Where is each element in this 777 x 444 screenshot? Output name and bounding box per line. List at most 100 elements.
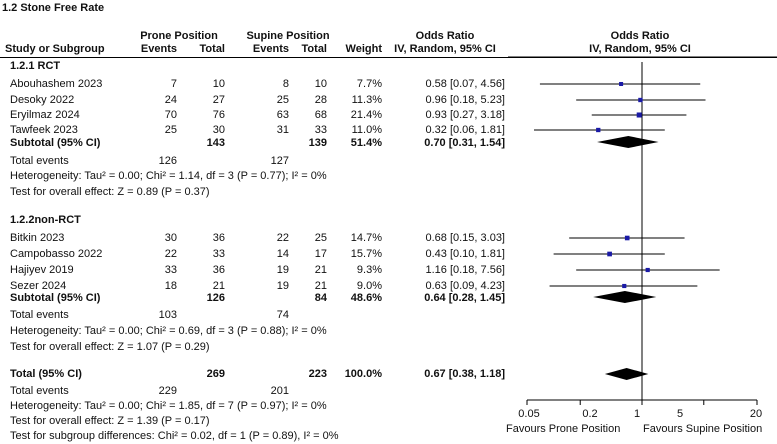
prone-events: 33 bbox=[164, 264, 177, 276]
prone-events-header: Events bbox=[140, 43, 177, 55]
favours-prone-label: Favours Prone Position bbox=[506, 423, 621, 435]
study-point-square bbox=[638, 97, 643, 103]
overall-effect-text: Test for overall effect: Z = 1.07 (P = 0… bbox=[10, 341, 210, 353]
or-left-header: Odds Ratio bbox=[415, 30, 475, 42]
favours-supine-label: Favours Supine Position bbox=[643, 423, 763, 435]
supine-events: 31 bbox=[276, 124, 289, 136]
weight: 9.0% bbox=[356, 280, 382, 292]
subtotal-ci: 0.64 [0.28, 1.45] bbox=[424, 292, 505, 304]
prone-total: 10 bbox=[212, 78, 225, 90]
odds-ratio-ci: 0.93 [0.27, 3.18] bbox=[425, 109, 505, 121]
total-weight: 100.0% bbox=[344, 368, 382, 380]
prone-total: 36 bbox=[212, 264, 225, 276]
subtotal-prone-total: 126 bbox=[206, 292, 225, 304]
supine-total: 21 bbox=[314, 264, 327, 276]
total-events-prone: 103 bbox=[158, 309, 177, 321]
odds-ratio-ci: 0.58 [0.07, 4.56] bbox=[425, 78, 505, 90]
subtotal-supine-total: 84 bbox=[314, 292, 327, 304]
subgroup-differences-text: Test for subgroup differences: Chi² = 0.… bbox=[10, 430, 339, 442]
subtotal-label: Subtotal (95% CI) bbox=[10, 137, 101, 149]
subtotal-label: Subtotal (95% CI) bbox=[10, 292, 101, 304]
prone-total: 27 bbox=[212, 94, 225, 106]
study-label: Sezer 2024 bbox=[10, 280, 67, 292]
weight: 11.0% bbox=[351, 124, 382, 136]
prone-events: 25 bbox=[164, 124, 177, 136]
supine-group-header: Supine Position bbox=[246, 30, 330, 42]
total-events-supine: 74 bbox=[276, 309, 289, 321]
odds-ratio-ci: 0.63 [0.09, 4.23] bbox=[425, 280, 505, 292]
study-header: Study or Subgroup bbox=[5, 43, 105, 55]
prone-group-header: Prone Position bbox=[140, 30, 218, 42]
odds-ratio-ci: 0.96 [0.18, 5.23] bbox=[425, 94, 505, 106]
supine-events: 19 bbox=[276, 264, 289, 276]
prone-total: 36 bbox=[212, 232, 225, 244]
study-label: Campobasso 2022 bbox=[10, 248, 103, 260]
pooled-diamond bbox=[604, 368, 649, 380]
overall-events-label: Total events bbox=[10, 385, 69, 397]
total-label: Total (95% CI) bbox=[10, 368, 82, 380]
supine-total: 33 bbox=[314, 124, 327, 136]
weight: 11.3% bbox=[351, 94, 382, 106]
odds-ratio-ci: 0.32 [0.06, 1.81] bbox=[425, 124, 505, 136]
study-label: Bitkin 2023 bbox=[10, 232, 65, 244]
study-label: Abouhashem 2023 bbox=[10, 78, 103, 90]
study-point-square bbox=[645, 267, 650, 273]
study-label: Tawfeek 2023 bbox=[10, 124, 78, 136]
axis-tick-label: 1 bbox=[633, 408, 641, 420]
subgroup-2-label: 1.2.2non-RCT bbox=[10, 214, 81, 226]
supine-total: 10 bbox=[314, 78, 327, 90]
prone-events: 24 bbox=[164, 94, 177, 106]
heterogeneity-text: Heterogeneity: Tau² = 0.00; Chi² = 1.14,… bbox=[10, 170, 327, 182]
odds-ratio-ci: 1.16 [0.18, 7.56] bbox=[425, 264, 505, 276]
supine-events-header: Events bbox=[252, 43, 289, 55]
subgroup-1-label: 1.2.1 RCT bbox=[10, 60, 61, 72]
supine-events: 14 bbox=[276, 248, 289, 260]
weight: 9.3% bbox=[356, 264, 382, 276]
total-events-label: Total events bbox=[10, 155, 69, 167]
supine-events: 22 bbox=[276, 232, 289, 244]
subtotal-supine-total: 139 bbox=[308, 137, 327, 149]
total-events-supine: 127 bbox=[270, 155, 289, 167]
study-label: Hajiyev 2019 bbox=[10, 264, 74, 276]
total-events-label: Total events bbox=[10, 309, 69, 321]
axis-tick-label: 20 bbox=[749, 408, 763, 420]
header-rule bbox=[0, 57, 777, 58]
or-left-subheader: IV, Random, 95% CI bbox=[394, 43, 496, 55]
study-label: Desoky 2022 bbox=[10, 94, 75, 106]
subtotal-prone-total: 143 bbox=[206, 137, 225, 149]
axis-tick-label: 0.05 bbox=[518, 408, 540, 420]
prone-total: 21 bbox=[212, 280, 225, 292]
subtotal-weight: 51.4% bbox=[350, 137, 382, 149]
axis-tick-label: 0.2 bbox=[582, 408, 598, 420]
supine-events: 25 bbox=[276, 94, 289, 106]
overall-effect-text: Test for overall effect: Z = 0.89 (P = 0… bbox=[10, 186, 210, 198]
prone-total: 33 bbox=[212, 248, 225, 260]
heterogeneity-text: Heterogeneity: Tau² = 0.00; Chi² = 0.69,… bbox=[10, 325, 327, 337]
subtotal-weight: 48.6% bbox=[350, 292, 382, 304]
supine-total: 68 bbox=[314, 109, 327, 121]
study-label: Eryilmaz 2024 bbox=[10, 109, 80, 121]
prone-events: 22 bbox=[164, 248, 177, 260]
prone-events: 7 bbox=[170, 78, 177, 90]
total-prone-total: 269 bbox=[206, 368, 225, 380]
study-point-square bbox=[622, 283, 627, 289]
or-right-header: Odds Ratio bbox=[610, 30, 670, 42]
or-right-subheader: IV, Random, 95% CI bbox=[589, 43, 691, 55]
pooled-diamond bbox=[593, 291, 657, 303]
supine-events: 19 bbox=[276, 280, 289, 292]
study-point-square bbox=[636, 112, 642, 118]
prone-events: 30 bbox=[164, 232, 177, 244]
supine-total: 25 bbox=[314, 232, 327, 244]
total-heterogeneity-text: Heterogeneity: Tau² = 0.00; Chi² = 1.85,… bbox=[10, 400, 327, 412]
prone-total: 76 bbox=[212, 109, 225, 121]
study-point-square bbox=[596, 127, 601, 133]
chart-title: 1.2 Stone Free Rate bbox=[2, 2, 105, 14]
subtotal-ci: 0.70 [0.31, 1.54] bbox=[424, 137, 505, 149]
study-point-square bbox=[619, 81, 624, 87]
total-overall-effect-text: Test for overall effect: Z = 1.39 (P = 0… bbox=[10, 415, 210, 427]
weight: 14.7% bbox=[350, 232, 382, 244]
pooled-diamond bbox=[597, 136, 659, 148]
total-ci: 0.67 [0.38, 1.18] bbox=[424, 368, 505, 380]
supine-total: 17 bbox=[314, 248, 327, 260]
